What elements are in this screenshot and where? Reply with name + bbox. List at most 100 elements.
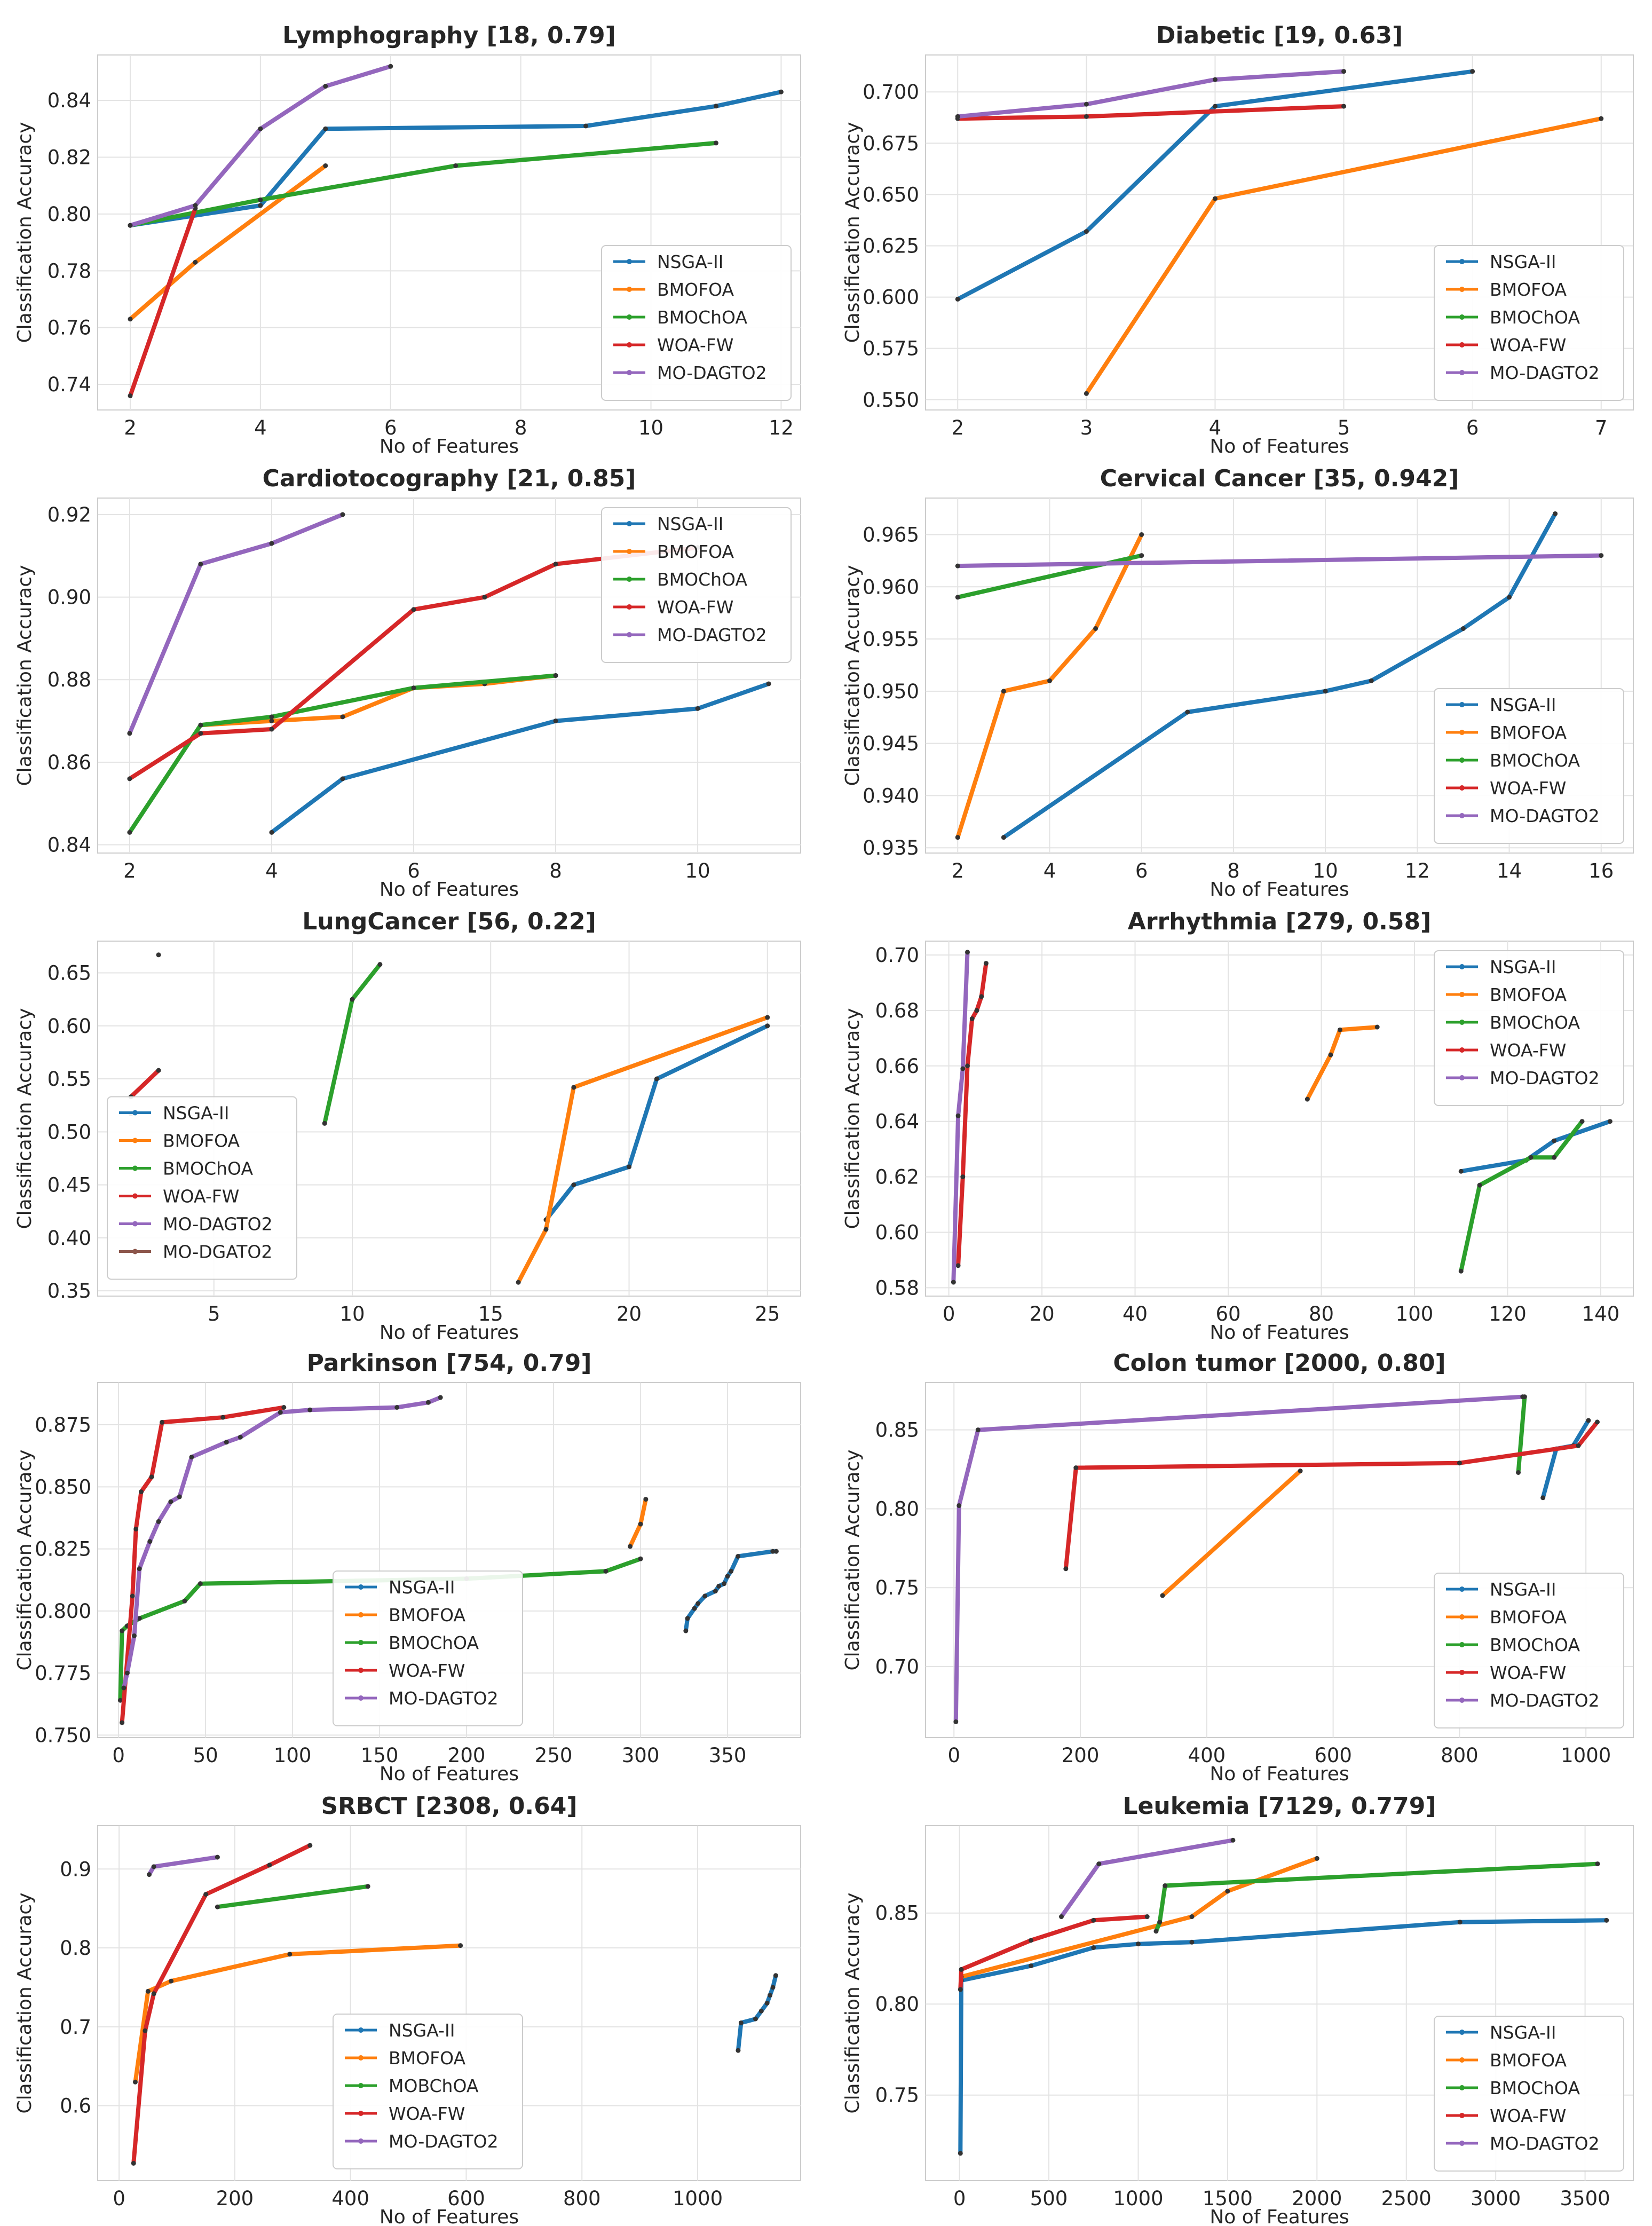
chart-title: Colon tumor [2000, 0.80] — [1113, 1349, 1445, 1377]
x-tick-label: 350 — [709, 1744, 747, 1767]
x-tick-label: 4 — [265, 859, 278, 882]
y-axis-label: Classification Accuracy — [842, 1893, 864, 2114]
y-tick-label: 0.86 — [48, 751, 91, 774]
x-tick-label: 250 — [535, 1744, 573, 1767]
x-tick-label: 5 — [1338, 416, 1350, 439]
legend-box — [107, 1096, 297, 1280]
legend-label: BMOFOA — [1490, 2050, 1567, 2071]
data-point-bmofoa — [1047, 678, 1052, 683]
series-line-nsga-ii — [128, 90, 784, 228]
data-point-nsga-ii — [695, 1601, 701, 1606]
x-tick-label: 10 — [638, 416, 663, 439]
legend-label: MO-DAGTO2 — [1490, 1690, 1600, 1711]
data-point-mo-dagto2 — [965, 950, 970, 955]
x-tick-label: 1000 — [1561, 1744, 1611, 1767]
legend-box — [1434, 245, 1624, 401]
data-point-nsga-ii — [713, 104, 718, 109]
legend-label: NSGA-II — [389, 2020, 455, 2041]
data-point-nsga-ii — [1457, 1920, 1463, 1925]
x-tick-label: 40 — [1123, 1303, 1148, 1325]
data-point-bmofoa — [1337, 1027, 1342, 1032]
data-point-bmochoa — [269, 714, 274, 720]
x-tick-label: 3000 — [1471, 2187, 1521, 2210]
data-point-mo-dagto2 — [269, 541, 274, 546]
data-point-nsga-ii — [1135, 1941, 1141, 1947]
legend-label: MO-DAGTO2 — [1490, 362, 1600, 383]
series-line-bmofoa — [959, 1856, 1319, 1979]
data-point-bmofoa — [1160, 1593, 1165, 1598]
x-tick-label: 4 — [1209, 416, 1222, 439]
x-tick-label: 120 — [1489, 1303, 1527, 1325]
x-tick-label: 12 — [769, 416, 794, 439]
data-point-bmofoa — [628, 1544, 633, 1549]
data-point-woa-fw — [1576, 1443, 1581, 1448]
x-tick-label: 8 — [549, 859, 562, 882]
y-tick-label: 0.80 — [875, 1497, 919, 1520]
data-point-mo-dagto2 — [124, 1670, 130, 1676]
data-point-mo-dagto2 — [957, 1503, 962, 1509]
legend-marker — [627, 632, 632, 637]
x-tick-label: 1500 — [1203, 2187, 1253, 2210]
data-point-mo-dagto2 — [1096, 1861, 1102, 1867]
legend-label: MO-DAGTO2 — [1490, 2133, 1600, 2154]
y-tick-label: 0.950 — [863, 680, 919, 703]
data-point-woa-fw — [482, 595, 487, 600]
legend-box — [1434, 2016, 1624, 2172]
chart-cervical: 2 4 6 8 10 12 14 16 0.935 0.940 0.945 0.950 0.955 0.9… — [842, 465, 1634, 901]
y-tick-label: 0.74 — [48, 373, 91, 396]
data-point-nsga-ii — [269, 830, 274, 835]
data-point-bmochoa — [638, 1556, 643, 1561]
legend-label: WOA-FW — [163, 1186, 239, 1207]
legend-marker — [358, 1612, 363, 1617]
data-point-bmofoa — [1001, 689, 1006, 694]
data-point-woa-fw — [133, 1526, 139, 1532]
data-point-bmofoa — [1212, 196, 1218, 201]
legend-label: NSGA-II — [657, 251, 723, 272]
series-group — [958, 1837, 1609, 2156]
legend-label: BMOChOA — [1490, 750, 1580, 771]
x-axis-label: No of Features — [380, 2206, 519, 2226]
y-tick-label: 0.775 — [35, 1662, 91, 1685]
data-point-woa-fw — [965, 1063, 970, 1069]
legend-label: WOA-FW — [657, 597, 733, 618]
legend-marker — [1459, 370, 1465, 375]
legend-marker — [358, 2111, 363, 2116]
x-tick-label: 3500 — [1560, 2187, 1610, 2210]
data-point-bmochoa — [1595, 1861, 1600, 1867]
y-tick-label: 0.45 — [48, 1174, 91, 1197]
data-point-nsga-ii — [553, 719, 558, 724]
legend-marker — [1459, 287, 1465, 292]
data-point-nsga-ii — [685, 1616, 690, 1621]
legend-label: MO-DAGTO2 — [1490, 806, 1600, 826]
x-tick-label: 50 — [193, 1744, 218, 1767]
y-tick-label: 0.92 — [48, 503, 91, 526]
legend-marker — [1459, 785, 1465, 791]
series-line-mo-dagto2 — [121, 1395, 443, 1690]
data-point-mo-dagto2 — [238, 1434, 243, 1440]
data-point-nsga-ii — [1369, 678, 1374, 683]
legend-marker — [627, 604, 632, 610]
data-point-bmofoa — [287, 1952, 293, 1957]
data-point-nsga-ii — [1586, 1418, 1591, 1423]
y-tick-label: 0.64 — [875, 1110, 919, 1133]
legend-label: NSGA-II — [1490, 2022, 1556, 2043]
y-axis-label: Classification Accuracy — [842, 1450, 864, 1671]
y-tick-label: 0.625 — [863, 234, 919, 257]
y-axis-label: Classification Accuracy — [14, 1450, 36, 1671]
data-point-bmofoa — [132, 2079, 138, 2085]
legend-label: BMOFOA — [163, 1131, 240, 1151]
x-tick-label: 1000 — [673, 2187, 723, 2210]
data-point-bmochoa — [1153, 1929, 1159, 1934]
data-point-mo-dagto2 — [975, 1427, 981, 1433]
x-axis-label: No of Features — [1210, 879, 1349, 901]
x-tick-label: 100 — [1396, 1303, 1434, 1325]
data-point-mo-dagto2 — [224, 1440, 229, 1445]
data-point-mo-dagto2 — [177, 1494, 182, 1499]
data-point-bmochoa — [1516, 1470, 1521, 1475]
data-point-nsga-ii — [716, 1583, 722, 1589]
y-tick-label: 0.875 — [35, 1414, 91, 1436]
x-tick-label: 200 — [448, 1744, 486, 1767]
legend-label: MO-DAGTO2 — [657, 625, 767, 645]
y-tick-label: 0.550 — [863, 389, 919, 412]
y-tick-label: 0.955 — [863, 628, 919, 651]
